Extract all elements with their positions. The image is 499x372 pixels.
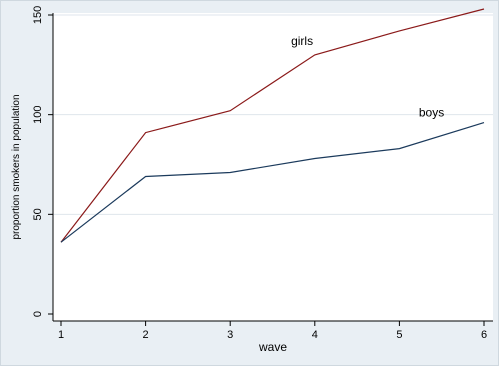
grid bbox=[53, 14, 493, 215]
series bbox=[60, 8, 485, 243]
x-ticks: 1 2 3 4 5 6 bbox=[58, 321, 487, 341]
y-tick-label: 100 bbox=[32, 105, 44, 123]
series-label-boys: boys bbox=[419, 106, 444, 120]
series-line-girls bbox=[60, 8, 485, 243]
y-axis-label: proportion smokers in population bbox=[11, 94, 22, 239]
plot-area bbox=[53, 13, 493, 321]
y-tick-label: 50 bbox=[32, 208, 44, 220]
x-tick-label: 6 bbox=[481, 329, 487, 341]
x-tick-label: 5 bbox=[396, 329, 402, 341]
series-label-girls: girls bbox=[291, 34, 313, 48]
x-tick-label: 1 bbox=[58, 329, 64, 341]
x-tick-label: 2 bbox=[143, 329, 149, 341]
y-ticks: 0 50 100 150 bbox=[32, 6, 53, 317]
x-tick-label: 4 bbox=[312, 329, 318, 341]
series-line-boys bbox=[60, 122, 485, 243]
y-tick-label: 150 bbox=[32, 6, 44, 24]
x-tick-label: 3 bbox=[227, 329, 233, 341]
x-axis-label: wave bbox=[258, 340, 287, 354]
series-labels: girls boys bbox=[291, 34, 444, 120]
axes bbox=[52, 13, 493, 322]
y-tick-label: 0 bbox=[32, 311, 44, 317]
